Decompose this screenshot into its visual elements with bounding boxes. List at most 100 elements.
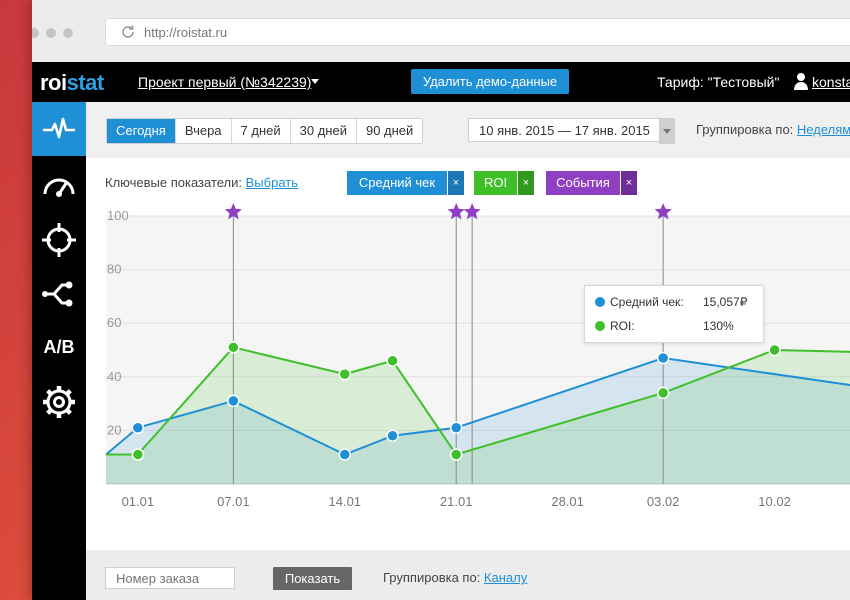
browser-window: http://roistat.ru roistat Проект первый …	[32, 0, 850, 600]
tab-today[interactable]: Сегодня	[107, 119, 176, 143]
url-text: http://roistat.ru	[144, 25, 228, 40]
data-point	[338, 448, 352, 461]
date-chevron-down-icon[interactable]	[659, 118, 675, 144]
app-header: roistat Проект первый (№342239) Удалить …	[32, 62, 850, 102]
sidebar-item-integrations[interactable]	[32, 267, 86, 321]
tooltip-series-value: 130%	[703, 319, 734, 333]
browser-toolbar: http://roistat.ru	[32, 0, 850, 62]
y-tick-label: 40	[107, 369, 121, 384]
data-point	[768, 343, 781, 357]
gear-icon	[43, 386, 75, 418]
grouping-selector: Группировка по: Неделям	[696, 122, 850, 137]
close-icon[interactable]: ×	[621, 171, 637, 195]
kpi-chip-label[interactable]: ROI	[474, 171, 517, 195]
order-number-input[interactable]	[105, 567, 235, 589]
kpi-chip-average-check: Средний чек ×	[347, 171, 464, 195]
project-selector[interactable]: Проект первый (№342239)	[138, 74, 312, 90]
kpi-chip-label[interactable]: Средний чек	[347, 171, 447, 195]
tab-7-days[interactable]: 7 дней	[232, 119, 291, 143]
data-point	[656, 386, 670, 400]
y-tick-label: 60	[107, 315, 121, 330]
tooltip-series-name: ROI:	[610, 319, 635, 333]
data-point	[131, 448, 145, 461]
grouping-label: Группировка по:	[696, 122, 797, 137]
tariff-label: Тариф: "Тестовый"	[657, 74, 780, 90]
kpi-chart: 20 40 60 80 100 01.01 07.01 14.01 21.01 28.01 03.0…	[105, 203, 850, 509]
x-tick-label: 07.01	[217, 494, 250, 509]
split-icon	[42, 281, 73, 307]
y-tick-label: 80	[107, 262, 121, 277]
data-point	[386, 354, 399, 367]
user-icon	[794, 73, 808, 90]
close-icon[interactable]: ×	[518, 171, 534, 195]
tooltip-series-name: Средний чек:	[610, 295, 684, 309]
sidebar-item-targets[interactable]	[32, 213, 86, 267]
data-point	[449, 448, 463, 461]
y-tick-label: 100	[107, 208, 129, 223]
target-icon	[42, 223, 76, 257]
filter-bar: Сегодня Вчера 7 дней 30 дней 90 дней 10 …	[86, 102, 850, 158]
data-point	[656, 351, 670, 365]
event-star-icon	[447, 203, 465, 220]
sidebar-item-dashboard[interactable]	[32, 102, 86, 156]
period-tabs: Сегодня Вчера 7 дней 30 дней 90 дней	[106, 118, 424, 144]
tab-90-days[interactable]: 90 дней	[365, 123, 414, 138]
x-tick-label: 14.01	[329, 494, 362, 509]
data-point	[227, 394, 240, 408]
grouping-channel-link[interactable]: Каналу	[483, 570, 528, 585]
pulse-icon	[43, 117, 75, 139]
kpi-chip-events: События ×	[546, 171, 637, 195]
reload-icon[interactable]	[120, 24, 136, 40]
chevron-down-icon[interactable]	[311, 79, 319, 84]
data-point	[227, 341, 240, 354]
kpi-select-link[interactable]: Выбрать	[245, 175, 299, 190]
sidebar-item-settings[interactable]	[32, 375, 86, 429]
kpi-label: Ключевые показатели: Выбрать	[105, 175, 298, 190]
event-star-icon	[224, 203, 242, 220]
delete-demo-data-button[interactable]: Удалить демо-данные	[411, 69, 569, 94]
window-maximize-dot[interactable]	[63, 28, 73, 38]
x-tick-label: 21.01	[440, 494, 473, 509]
sidebar: A/B	[32, 102, 86, 600]
logo-part-stat: stat	[66, 70, 105, 95]
kpi-chip-label[interactable]: События	[546, 171, 620, 195]
close-icon[interactable]: ×	[448, 171, 464, 195]
window-close-dot[interactable]	[32, 28, 39, 38]
chart-tooltip: Средний чек: 15,057₽ ROI: 130%	[584, 285, 764, 343]
orders-bar: Показать Группировка по: Каналу	[86, 550, 850, 600]
sidebar-item-analytics[interactable]	[32, 159, 86, 213]
tooltip-row-roi: ROI: 130%	[595, 317, 755, 335]
y-tick-label: 20	[107, 422, 121, 437]
x-tick-label: 28.01	[551, 494, 584, 509]
data-point	[386, 429, 399, 443]
show-button[interactable]: Показать	[273, 567, 352, 590]
tooltip-series-value: 15,057₽	[703, 295, 748, 309]
event-star-icon	[463, 203, 481, 220]
tab-yesterday[interactable]: Вчера	[176, 119, 232, 143]
data-point	[338, 367, 352, 381]
user-menu-link[interactable]: konsta	[812, 74, 850, 90]
tab-30-days[interactable]: 30 дней	[291, 119, 357, 143]
x-tick-label: 10.02	[758, 494, 791, 509]
roistat-logo[interactable]: roistat	[40, 70, 104, 96]
ab-test-icon: A/B	[43, 337, 75, 357]
legend-dot-icon	[595, 297, 605, 307]
address-bar[interactable]: http://roistat.ru	[105, 18, 850, 46]
grouping-label: Группировка по:	[383, 570, 484, 585]
date-range-picker[interactable]: 10 янв. 2015 — 17 янв. 2015	[468, 118, 670, 142]
logo-part-roi: roi	[40, 70, 67, 95]
data-point	[449, 421, 463, 434]
tooltip-row-average-check: Средний чек: 15,057₽	[595, 293, 755, 311]
series-line-0	[105, 357, 850, 456]
grouping-weeks-link[interactable]: Неделям	[796, 122, 850, 137]
channel-grouping: Группировка по: Каналу	[383, 570, 527, 585]
window-minimize-dot[interactable]	[46, 28, 56, 38]
legend-dot-icon	[595, 321, 605, 331]
data-point	[131, 421, 145, 434]
kpi-chip-roi: ROI ×	[474, 171, 534, 195]
x-tick-label: 03.02	[647, 494, 680, 509]
kpi-label-text: Ключевые показатели:	[105, 175, 246, 190]
event-star-icon	[654, 203, 672, 220]
sidebar-item-ab-tests[interactable]: A/B	[32, 321, 86, 375]
speedometer-icon	[43, 178, 75, 197]
